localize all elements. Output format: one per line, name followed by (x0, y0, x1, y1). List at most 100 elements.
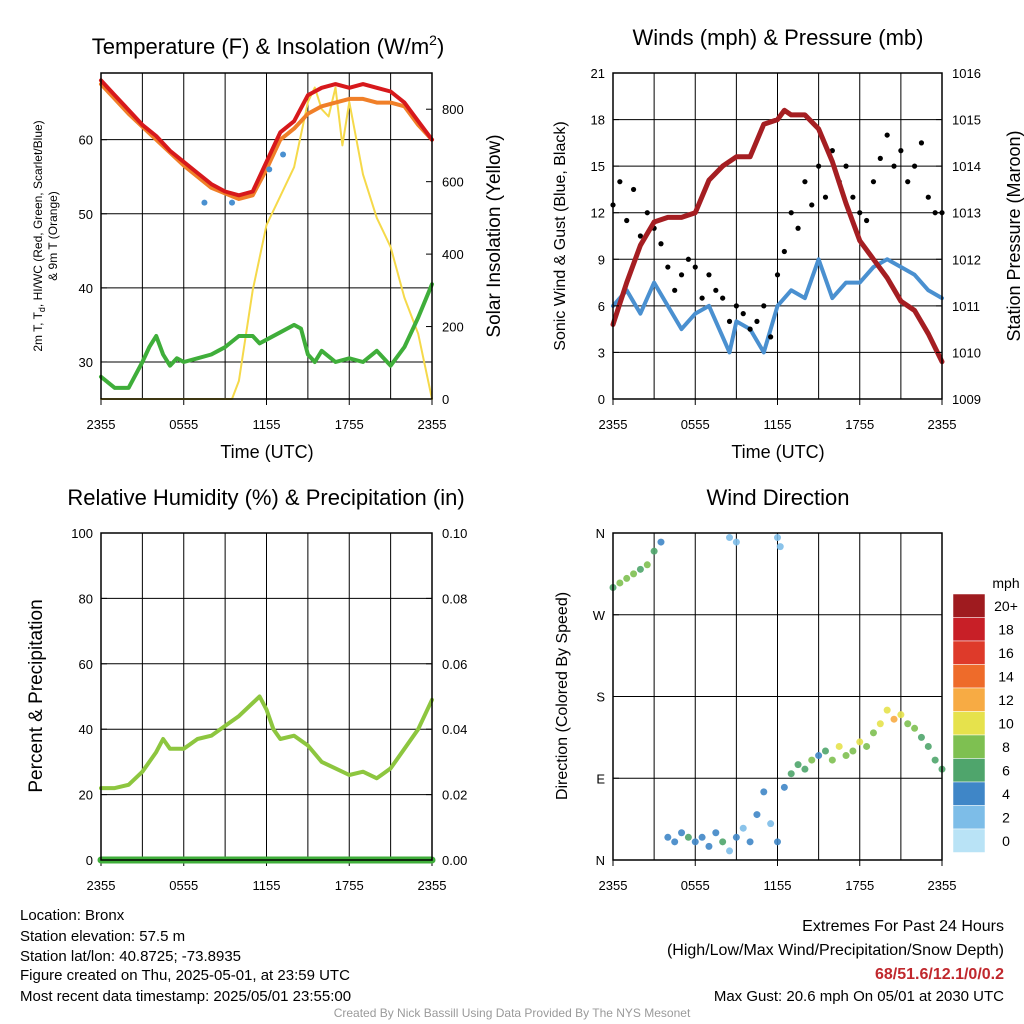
dir-x-tick-label: 2355 (928, 878, 957, 893)
temp-left-tick-label: 60 (79, 133, 93, 148)
wind-right-tick-label: 1010 (952, 345, 981, 360)
legend-label: 6 (1002, 762, 1010, 778)
dir-panel-title: Wind Direction (706, 485, 849, 510)
wind-left-tick-label: 3 (598, 345, 605, 360)
gust-point (822, 194, 829, 200)
wind-left-tick-label: 15 (591, 159, 605, 174)
gust-point (733, 303, 739, 309)
direction-point (726, 847, 734, 855)
direction-point (931, 756, 939, 764)
heat-index-point (266, 166, 273, 173)
wind-left-tick-label: 0 (598, 392, 605, 407)
dir-left-tick-label: E (596, 771, 605, 786)
rh-right-tick-label: 0.02 (442, 788, 467, 803)
dir-left-tick-label: W (593, 608, 606, 623)
gust-point (754, 318, 760, 324)
legend-label: 16 (998, 645, 1014, 661)
rh-x-tick-label: 1155 (253, 878, 281, 893)
wind-right-tick-label: 1009 (952, 392, 981, 407)
direction-point (876, 720, 884, 728)
rh-x-tick-label: 1755 (335, 878, 364, 893)
direction-point (760, 788, 768, 796)
direction-point (815, 752, 823, 760)
gust-point (816, 163, 822, 169)
direction-point (705, 842, 713, 850)
direction-point (643, 561, 651, 569)
wind-x-tick-label: 2355 (599, 417, 628, 432)
speed-color-legend: mph 20+ 18 16 14 12 10 8 6 4 2 0 (952, 575, 1020, 853)
dewpoint-line (99, 282, 434, 390)
legend-label: 4 (1002, 786, 1010, 802)
gust-point (809, 202, 815, 208)
direction-point (856, 738, 864, 746)
gust-point (918, 140, 925, 146)
gust-point (747, 326, 753, 332)
pressure-line (610, 107, 945, 365)
direction-point (787, 770, 795, 778)
temp-plot-border (100, 72, 433, 400)
gust-point (829, 148, 835, 154)
rh-left-tick-label: 0 (86, 853, 93, 868)
direction-point (657, 538, 665, 546)
credit-line: Created By Nick Bassill Using Data Provi… (333, 1006, 691, 1020)
wind-right-tick-label: 1014 (952, 159, 981, 174)
legend-label: 2 (1002, 809, 1010, 825)
rh-right-tick-label: 0.10 (442, 526, 467, 541)
direction-point (671, 838, 679, 846)
direction-point (698, 833, 706, 841)
wind-left-tick-label: 18 (591, 113, 605, 128)
direction-point (808, 756, 816, 764)
direction-point (911, 724, 919, 732)
direction-point (636, 565, 644, 573)
gust-point (713, 287, 719, 293)
direction-point (890, 715, 898, 723)
wind-panel-title: Winds (mph) & Pressure (mb) (633, 25, 924, 50)
gust-point (781, 248, 787, 255)
dir-left-tick-label: N (596, 526, 605, 541)
info-latlon: Station lat/lon: 40.8725; -73.8935 (20, 948, 242, 965)
direction-point (842, 752, 850, 760)
direction-point (801, 765, 809, 773)
temp-right-tick-label: 400 (442, 247, 464, 262)
direction-point (732, 538, 740, 546)
direction-point (774, 534, 781, 542)
gust-point (774, 272, 781, 278)
legend-swatch (952, 734, 986, 759)
legend-label: 0 (1002, 833, 1010, 849)
heat-index-point (229, 199, 236, 206)
gust-point (665, 264, 671, 270)
extremes-title: Extremes For Past 24 Hours (802, 918, 1004, 935)
wind-left-tick-label: 6 (598, 299, 605, 314)
direction-point (776, 543, 784, 551)
direction-point (623, 574, 631, 582)
gust-point (891, 163, 897, 169)
direction-point (821, 747, 829, 755)
legend-swatch (952, 781, 986, 806)
rh-left-tick-label: 100 (71, 526, 93, 541)
humidity-line (99, 694, 434, 791)
legend-swatch (952, 664, 986, 689)
direction-point (753, 811, 761, 819)
gust-point (630, 186, 637, 193)
wind-right-tick-label: 1016 (952, 66, 981, 81)
gust-point (877, 155, 883, 161)
temp-2m-line (99, 78, 434, 198)
gust-point (658, 241, 664, 247)
direction-point (678, 829, 686, 837)
gust-point (678, 272, 685, 278)
dir-x-tick-label: 1755 (845, 878, 874, 893)
direction-point (719, 838, 727, 846)
legend-label: 10 (998, 715, 1014, 731)
temp-panel-title: Temperature (F) & Insolation (W/m2) (92, 32, 445, 59)
direction-point (684, 833, 692, 841)
heat-index-point (280, 151, 287, 158)
gust-point (870, 179, 877, 185)
gust-point (685, 256, 691, 262)
temp-left-tick-label: 30 (79, 355, 93, 370)
legend-label: 8 (1002, 739, 1010, 755)
rh-left-tick-label: 80 (79, 591, 93, 606)
legend-swatch (952, 617, 986, 642)
gust-point (857, 210, 863, 216)
wind-speed-line (611, 257, 944, 355)
gust-point (637, 233, 644, 239)
